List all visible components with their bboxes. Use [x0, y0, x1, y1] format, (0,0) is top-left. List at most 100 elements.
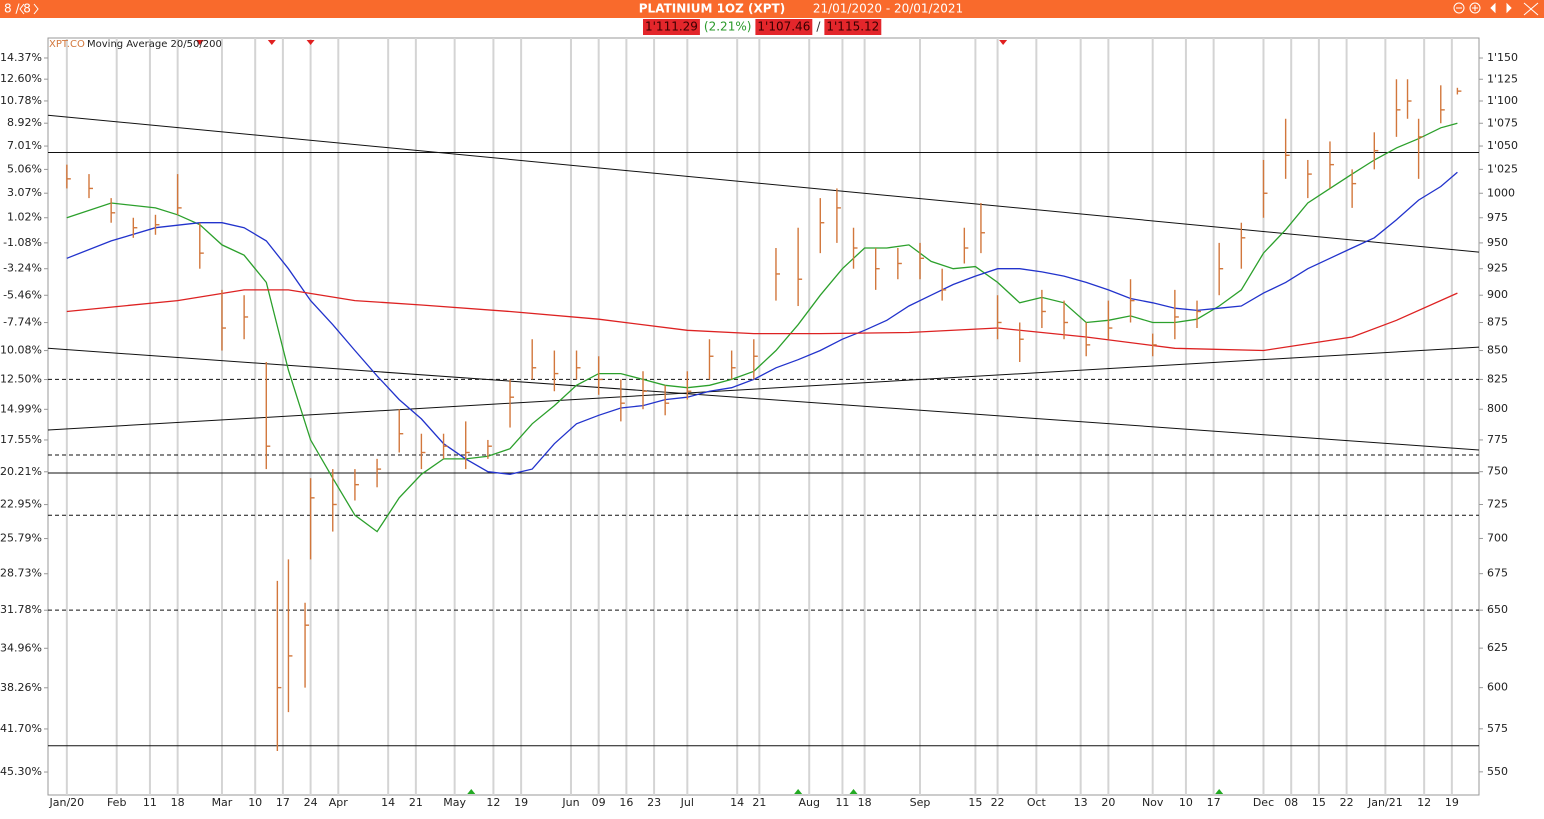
x-tick-label: Jun [561, 796, 579, 809]
quote-box [755, 19, 813, 35]
y-tick-label: 1'075 [1487, 116, 1518, 129]
x-tick-label: 18 [171, 796, 185, 809]
y2-tick-label: 8.92% [7, 116, 42, 129]
page-counter[interactable]: 8 / 8 [4, 2, 31, 16]
x-tick-label: Jan/21 [1367, 796, 1403, 809]
y-tick-label: 800 [1487, 402, 1508, 415]
x-tick-label: 16 [619, 796, 633, 809]
signal-down [195, 40, 204, 45]
moving-average [66, 289, 1458, 352]
signal-down [306, 40, 315, 45]
y-tick-label: 1'150 [1487, 51, 1518, 64]
y-tick-label: 650 [1487, 603, 1508, 616]
x-tick-label: 24 [304, 796, 318, 809]
y2-tick-label: 10.78% [0, 94, 42, 107]
y2-tick-label: -7.74% [3, 316, 42, 329]
x-tick-label: Sep [910, 796, 931, 809]
y-tick-label: 600 [1487, 681, 1508, 694]
legend-indicator: Moving Average 20/50/200 [87, 39, 222, 50]
y2-tick-label: -22.95% [0, 498, 42, 511]
y2-tick-label: -1.08% [3, 236, 42, 249]
y-tick-label: 850 [1487, 344, 1508, 357]
y2-tick-label: -17.55% [0, 433, 42, 446]
y2-tick-label: -14.99% [0, 402, 42, 415]
chart-title: PLATINIUM 1OZ (XPT) [639, 2, 785, 16]
y-tick-label: 575 [1487, 722, 1508, 735]
y-tick-label: 1'050 [1487, 139, 1518, 152]
x-tick-label: Oct [1027, 796, 1047, 809]
y2-tick-label: -12.50% [0, 373, 42, 386]
signal-down [267, 40, 276, 45]
y-tick-label: 750 [1487, 465, 1508, 478]
y2-tick-label: -10.08% [0, 344, 42, 357]
x-tick-label: 19 [514, 796, 528, 809]
legend-symbol: XPT.CO [49, 39, 85, 50]
y2-tick-label: -41.70% [0, 722, 42, 735]
y2-tick-label: 12.60% [0, 72, 42, 85]
y2-tick-label: -20.21% [0, 465, 42, 478]
x-tick-label: 20 [1101, 796, 1115, 809]
x-tick-label: 14 [730, 796, 744, 809]
x-tick-label: 10 [1179, 796, 1193, 809]
y-tick-label: 925 [1487, 262, 1508, 275]
x-tick-label: 13 [1074, 796, 1088, 809]
y-tick-label: 625 [1487, 641, 1508, 654]
x-tick-label: 23 [647, 796, 661, 809]
signal-up [849, 789, 858, 794]
y-tick-label: 550 [1487, 765, 1508, 778]
y-tick-label: 875 [1487, 315, 1508, 328]
x-tick-label: 17 [1207, 796, 1221, 809]
y-tick-label: 950 [1487, 236, 1508, 249]
x-tick-label: Nov [1142, 796, 1164, 809]
x-tick-label: 18 [858, 796, 872, 809]
x-tick-label: 21 [409, 796, 423, 809]
quote-high: 1'115.12 [826, 20, 879, 34]
x-tick-label: 12 [1417, 796, 1431, 809]
x-tick-label: May [443, 796, 466, 809]
x-tick-label: 14 [381, 796, 395, 809]
x-tick-label: 22 [991, 796, 1005, 809]
x-tick-label: 08 [1284, 796, 1298, 809]
y-tick-label: 725 [1487, 497, 1508, 510]
x-tick-label: Feb [107, 796, 126, 809]
top-bar [0, 0, 1544, 18]
y2-tick-label: 14.37% [0, 51, 42, 64]
y2-tick-label: 3.07% [7, 186, 42, 199]
x-tick-label: Aug [798, 796, 819, 809]
x-tick-label: 09 [592, 796, 606, 809]
y2-tick-label: -31.78% [0, 603, 42, 616]
y2-tick-label: -25.79% [0, 532, 42, 545]
quote-separator: / [816, 20, 821, 34]
y-tick-label: 1'125 [1487, 72, 1518, 85]
x-tick-label: 11 [143, 796, 157, 809]
y-tick-label: 1000 [1487, 186, 1515, 199]
quote-box [643, 19, 700, 35]
signal-up [467, 789, 476, 794]
moving-average [66, 122, 1458, 533]
y-tick-label: 675 [1487, 567, 1508, 580]
y2-tick-label: -5.46% [3, 288, 42, 301]
quote-row: 1'111.29 (2.21%) 1'107.46 / 1'115.12 [643, 19, 882, 35]
x-tick-label: Jul [680, 796, 694, 809]
toolbar-icons[interactable] [1453, 2, 1539, 16]
period: 21/01/2020 - 20/01/2021 [813, 2, 963, 16]
signal-down [999, 40, 1008, 45]
nav-arrows[interactable] [19, 3, 39, 15]
x-tick-label: Dec [1253, 796, 1274, 809]
y-tick-label: 900 [1487, 288, 1508, 301]
y2-tick-label: -38.26% [0, 681, 42, 694]
x-tick-label: 17 [276, 796, 290, 809]
quote-last: 1'111.29 [645, 20, 698, 34]
y-tick-label: 1'100 [1487, 94, 1518, 107]
x-tick-label: 21 [752, 796, 766, 809]
x-tick-label: 19 [1445, 796, 1459, 809]
signal-up [794, 789, 803, 794]
x-tick-label: 22 [1340, 796, 1354, 809]
y2-tick-label: 5.06% [7, 162, 42, 175]
trend-line [47, 114, 1480, 253]
x-tick-label: 12 [486, 796, 500, 809]
x-tick-label: Apr [329, 796, 349, 809]
x-tick-label: 15 [1312, 796, 1326, 809]
